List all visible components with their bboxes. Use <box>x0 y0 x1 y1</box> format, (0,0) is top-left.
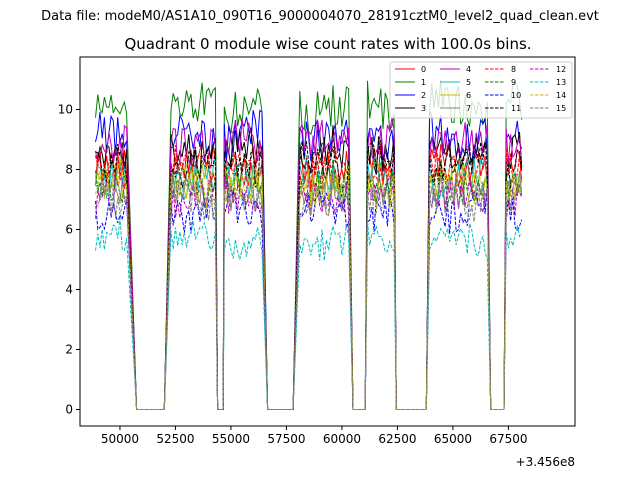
legend-label-14: 14 <box>556 91 566 100</box>
series-line-11 <box>95 140 523 410</box>
series-line-13 <box>95 218 523 410</box>
x-tick-label: 57500 <box>267 432 305 446</box>
y-tick-label: 4 <box>65 283 73 297</box>
series-lines <box>95 80 523 410</box>
legend-label-0: 0 <box>421 65 426 74</box>
legend-label-13: 13 <box>556 78 566 87</box>
x-tick-label: 52500 <box>156 432 194 446</box>
legend-label-8: 8 <box>511 65 516 74</box>
series-line-3 <box>95 125 523 410</box>
series-line-8 <box>95 145 523 410</box>
x-offset-label: +3.456e8 <box>516 455 575 469</box>
y-tick-label: 2 <box>65 343 73 357</box>
x-tick-label: 55000 <box>212 432 250 446</box>
legend-box <box>389 61 573 119</box>
legend-label-10: 10 <box>511 91 521 100</box>
chart-title: Quadrant 0 module wise count rates with … <box>124 35 531 53</box>
series-line-4 <box>95 117 523 410</box>
series-line-14 <box>95 164 523 410</box>
legend-label-6: 6 <box>466 91 471 100</box>
figure-suptitle: Data file: modeM0/AS1A10_090T16_90000040… <box>41 9 599 24</box>
x-tick-label: 50000 <box>101 432 139 446</box>
legend-label-1: 1 <box>421 78 426 87</box>
y-tick-label: 0 <box>65 403 73 417</box>
x-tick-label: 65000 <box>434 432 472 446</box>
series-line-9 <box>95 159 523 410</box>
x-tick-label: 62500 <box>378 432 416 446</box>
legend-label-12: 12 <box>556 65 566 74</box>
legend-label-11: 11 <box>511 104 521 113</box>
y-tick-label: 8 <box>65 163 73 177</box>
series-line-2 <box>95 109 523 410</box>
legend-label-5: 5 <box>466 78 471 87</box>
legend-label-9: 9 <box>511 78 516 87</box>
legend-label-2: 2 <box>421 91 426 100</box>
plot-area: 50000 52500 55000 57500 60000 62500 65000 67500… <box>58 56 576 446</box>
legend-label-7: 7 <box>466 104 471 113</box>
legend-label-4: 4 <box>466 65 471 74</box>
legend-label-3: 3 <box>421 104 426 113</box>
x-tick-label: 67500 <box>489 432 527 446</box>
axes-frame <box>79 56 576 427</box>
series-line-15 <box>95 174 523 410</box>
x-tick-label: 60000 <box>323 432 361 446</box>
y-tick-label: 6 <box>65 223 73 237</box>
legend-label-15: 15 <box>556 104 566 113</box>
series-line-12 <box>95 173 523 410</box>
series-line-6 <box>95 157 523 410</box>
series-line-10 <box>95 188 523 410</box>
y-tick-label: 10 <box>58 103 73 117</box>
